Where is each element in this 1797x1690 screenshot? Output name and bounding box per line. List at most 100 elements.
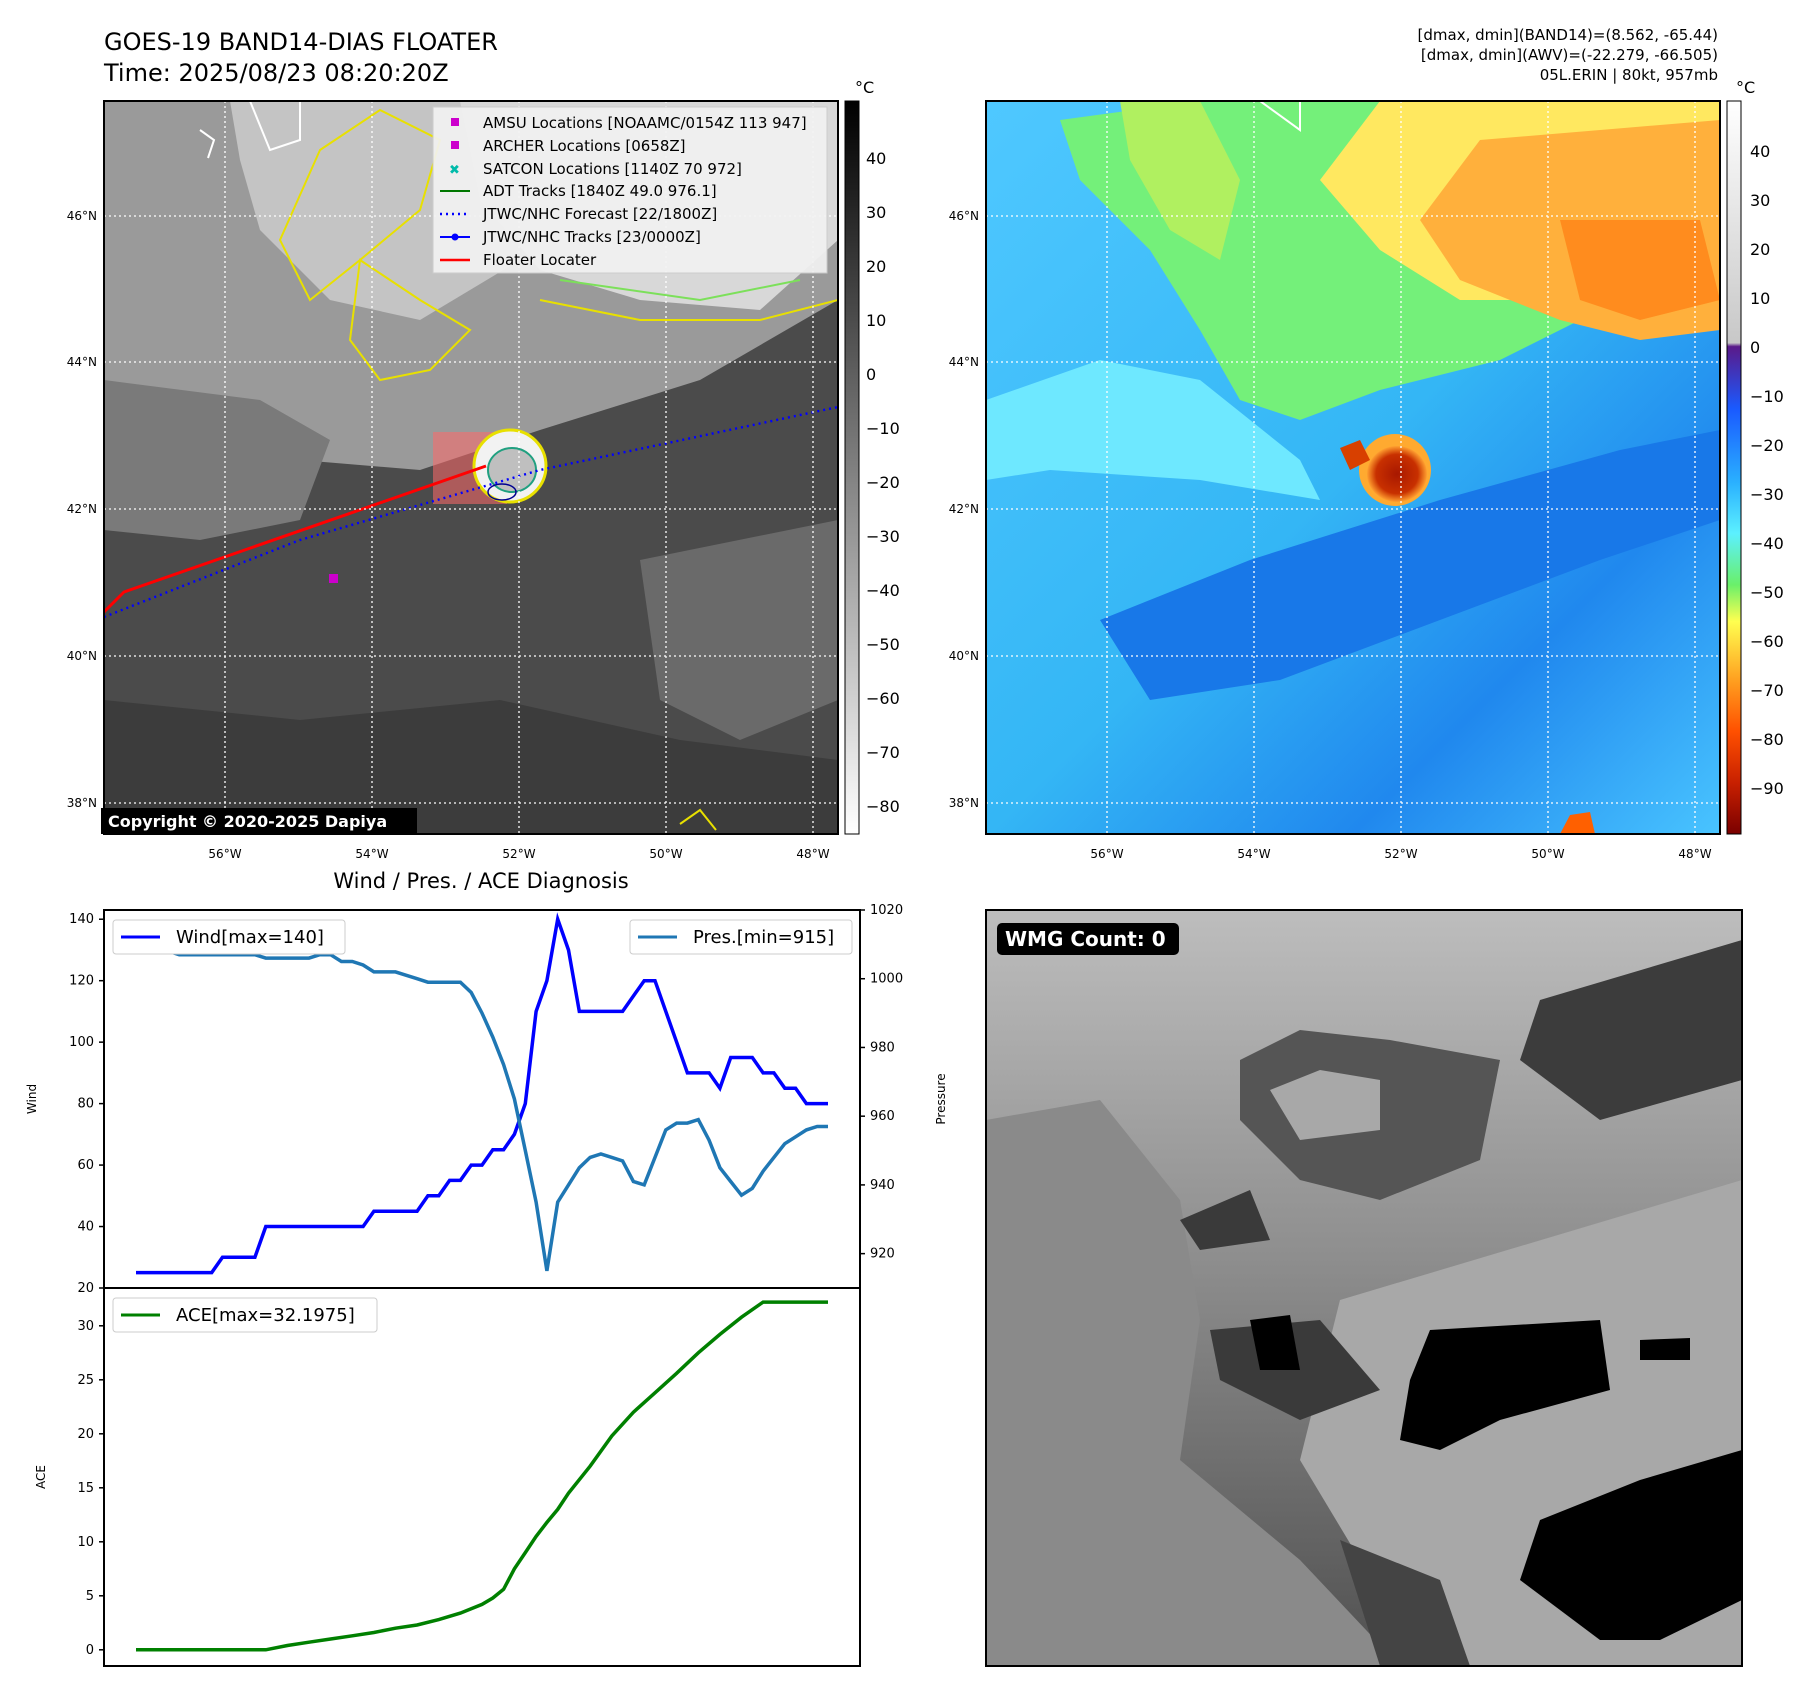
lon-label: 54°W bbox=[355, 847, 388, 861]
wind-tick-label: 20 bbox=[77, 1281, 94, 1296]
legend-floater: Floater Locater bbox=[483, 251, 597, 269]
cbar-tick: 40 bbox=[866, 149, 886, 168]
cbar-tick: −20 bbox=[1750, 436, 1784, 455]
cbar-tick: 0 bbox=[1750, 338, 1760, 357]
copyright: Copyright © 2020-2025 Dapiya bbox=[108, 812, 387, 831]
pressure-tick-label: 980 bbox=[870, 1040, 895, 1055]
pressure-tick-label: 940 bbox=[870, 1178, 895, 1193]
pressure-series-line bbox=[136, 925, 828, 1272]
ace-lines bbox=[136, 1300, 828, 1652]
cbar-tick: 40 bbox=[1750, 142, 1770, 161]
wind-legend: Wind[max=140] bbox=[176, 927, 324, 948]
pressure-legend: Pres.[min=915] bbox=[693, 927, 834, 948]
cbar-tick: 20 bbox=[1750, 240, 1770, 259]
cbar-tick: 10 bbox=[1750, 289, 1770, 308]
ir-grayscale-map: Copyright © 2020-2025 Dapiya AMSU Locati… bbox=[101, 100, 839, 835]
lat-label: 46°N bbox=[67, 209, 97, 223]
ace-tick-label: 30 bbox=[77, 1319, 94, 1334]
ace-chart: 0 5 10 15 20 25 30 ACE ACE[max=32.1975] bbox=[34, 1287, 861, 1667]
lat-label: 40°N bbox=[67, 649, 97, 663]
legend-satcon-marker: ✖ bbox=[449, 163, 460, 178]
cbar-tick: −70 bbox=[1750, 681, 1784, 700]
lon-label: 52°W bbox=[502, 847, 535, 861]
cbar-tick: −40 bbox=[1750, 534, 1784, 553]
cbar-tick: 10 bbox=[866, 311, 886, 330]
cbar-tick: −90 bbox=[1750, 779, 1784, 798]
cbar-tick: −30 bbox=[866, 527, 900, 546]
ace-tick-label: 0 bbox=[86, 1643, 94, 1658]
legend-adt: ADT Tracks [1840Z 49.0 976.1] bbox=[483, 182, 717, 200]
cbar-tick: −50 bbox=[866, 635, 900, 654]
lon-label: 48°W bbox=[1678, 847, 1711, 861]
figure-title: GOES-19 BAND14-DIAS FLOATER bbox=[104, 28, 498, 56]
lat-label: 44°N bbox=[949, 355, 979, 369]
wind-tick-label: 100 bbox=[69, 1035, 94, 1050]
lat-label: 38°N bbox=[949, 796, 979, 810]
cbar-tick: −60 bbox=[1750, 632, 1784, 651]
ace-axis-label: ACE bbox=[34, 1465, 48, 1489]
wind-tick-label: 40 bbox=[77, 1220, 94, 1235]
wind-tick-label: 140 bbox=[69, 912, 94, 927]
cbar-tick: −60 bbox=[866, 689, 900, 708]
wind-y-axis: 20 40 60 80 100 120 140 bbox=[69, 912, 104, 1296]
wind-series-line bbox=[136, 912, 828, 1275]
cbar-tick: −50 bbox=[1750, 583, 1784, 602]
colorbar-grayscale: °C 40 30 20 10 0 −10 −20 −30 −40 −50 −60… bbox=[844, 78, 900, 835]
ace-tick-label: 5 bbox=[86, 1589, 94, 1604]
pressure-tick-label: 1020 bbox=[870, 903, 903, 918]
cbar-tick: 30 bbox=[866, 203, 886, 222]
left-map-ticks: 46°N 44°N 42°N 40°N 38°N 56°W 54°W 52°W … bbox=[67, 209, 830, 861]
cbar-tick: 20 bbox=[866, 257, 886, 276]
legend-amsu: AMSU Locations [NOAAMC/0154Z 113 947] bbox=[483, 114, 807, 132]
cbar-tick: −10 bbox=[1750, 387, 1784, 406]
wind-pressure-lines bbox=[136, 912, 828, 1275]
cbar-tick: −30 bbox=[1750, 485, 1784, 504]
legend-forecast: JTWC/NHC Forecast [22/1800Z] bbox=[482, 205, 717, 223]
dmax-band14: [dmax, dmin](BAND14)=(8.562, -65.44) bbox=[1418, 26, 1718, 44]
legend-tracks: JTWC/NHC Tracks [23/0000Z] bbox=[482, 228, 701, 246]
ace-tick-label: 25 bbox=[77, 1373, 94, 1388]
wind-pressure-chart: 20 40 60 80 100 120 140 920 940 960 980 1000 1020 W… bbox=[25, 903, 948, 1296]
pressure-tick-label: 920 bbox=[870, 1247, 895, 1262]
ace-tick-label: 15 bbox=[77, 1481, 94, 1496]
lon-label: 56°W bbox=[1090, 847, 1123, 861]
lon-label: 50°W bbox=[1531, 847, 1564, 861]
ace-legend: ACE[max=32.1975] bbox=[176, 1305, 355, 1326]
lat-label: 42°N bbox=[67, 502, 97, 516]
wmg-count: WMG Count: 0 bbox=[1005, 927, 1166, 951]
pressure-axis-label: Pressure bbox=[934, 1073, 948, 1124]
cbar-tick: 30 bbox=[1750, 191, 1770, 210]
colorbar-unit: °C bbox=[1736, 78, 1755, 97]
wind-tick-label: 80 bbox=[77, 1097, 94, 1112]
cbar-tick: −40 bbox=[866, 581, 900, 600]
legend-archer: ARCHER Locations [0658Z] bbox=[483, 137, 686, 155]
lon-label: 50°W bbox=[649, 847, 682, 861]
lon-label: 54°W bbox=[1237, 847, 1270, 861]
cbar-tick: −20 bbox=[866, 473, 900, 492]
lat-label: 44°N bbox=[67, 355, 97, 369]
lat-label: 42°N bbox=[949, 502, 979, 516]
legend-satcon: SATCON Locations [1140Z 70 972] bbox=[483, 160, 742, 178]
map-legend: AMSU Locations [NOAAMC/0154Z 113 947] AR… bbox=[432, 106, 828, 274]
colorbar-unit: °C bbox=[855, 78, 874, 97]
wmg-panel: WMG Count: 0 bbox=[985, 909, 1743, 1667]
dmax-awv: [dmax, dmin](AWV)=(-22.279, -66.505) bbox=[1421, 46, 1718, 64]
lon-label: 56°W bbox=[208, 847, 241, 861]
pressure-tick-label: 1000 bbox=[870, 972, 903, 987]
wind-tick-label: 60 bbox=[77, 1158, 94, 1173]
pressure-y-axis: 920 940 960 980 1000 1020 bbox=[860, 903, 903, 1262]
ace-tick-label: 10 bbox=[77, 1535, 94, 1550]
pressure-tick-label: 960 bbox=[870, 1109, 895, 1124]
ace-series-line bbox=[136, 1300, 828, 1652]
storm-info: 05L.ERIN | 80kt, 957mb bbox=[1540, 66, 1718, 84]
lat-label: 40°N bbox=[949, 649, 979, 663]
ace-tick-label: 20 bbox=[77, 1427, 94, 1442]
wind-tick-label: 120 bbox=[69, 974, 94, 989]
cbar-tick: 0 bbox=[866, 365, 876, 384]
lat-label: 38°N bbox=[67, 796, 97, 810]
diagnosis-title: Wind / Pres. / ACE Diagnosis bbox=[333, 869, 628, 893]
ir-color-map bbox=[985, 100, 1721, 835]
colorbar-color: °C 40 30 20 10 0 −10 −20 −30 −40 −50 −60… bbox=[1726, 78, 1784, 835]
cbar-tick: −10 bbox=[866, 419, 900, 438]
